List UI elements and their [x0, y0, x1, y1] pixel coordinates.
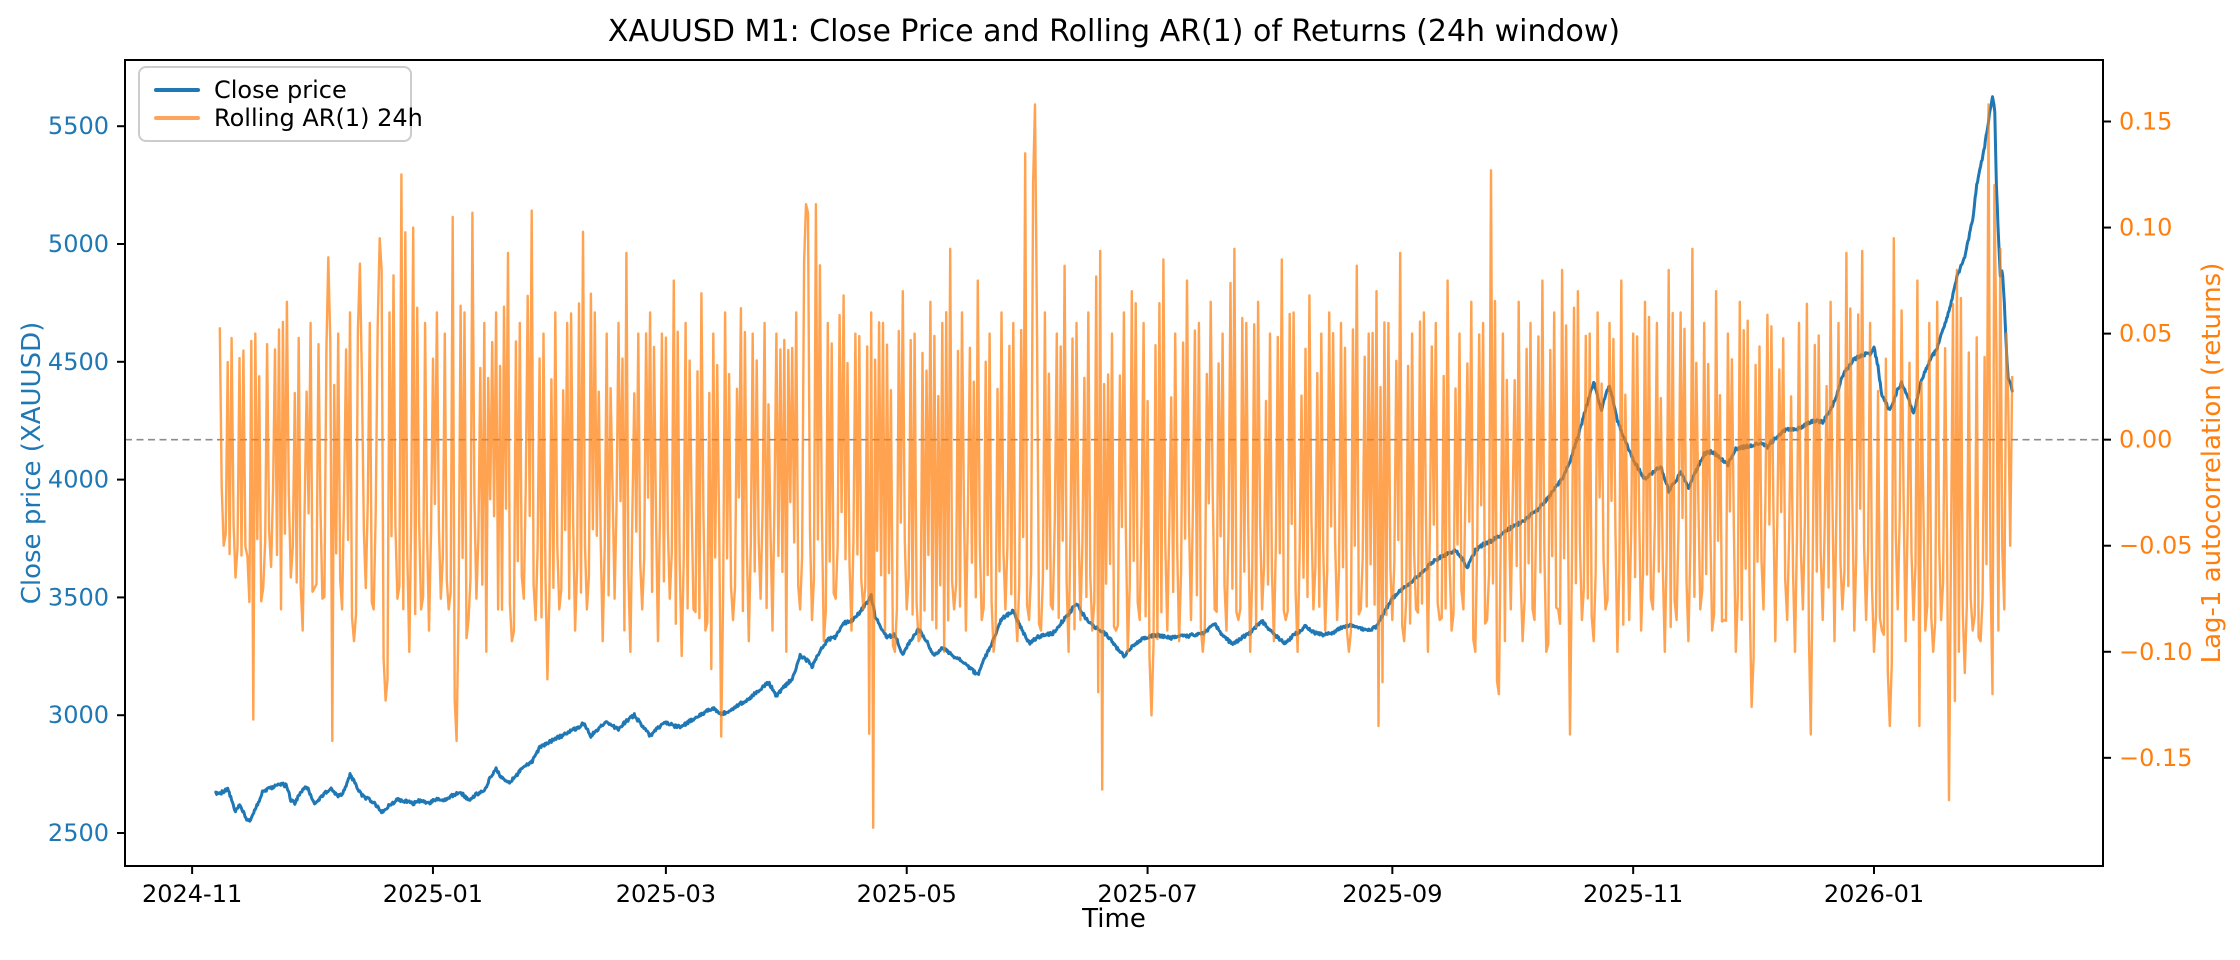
legend-label-rolling-ar1: Rolling AR(1) 24h [214, 104, 423, 132]
x-tick-label: 2025-03 [616, 880, 716, 908]
y-right-tick-label: −0.15 [2119, 744, 2193, 772]
close-price-line-swatch [154, 88, 200, 92]
y-left-tick-label: 4500 [48, 348, 109, 376]
y-right-tick-label: 0.15 [2119, 108, 2172, 136]
y-axis-label-left: Close price (XAUUSD) [17, 321, 47, 605]
legend-label-close-price: Close price [214, 76, 347, 104]
y-right-tick-label: 0.05 [2119, 320, 2172, 348]
x-tick-label: 2026-01 [1824, 880, 1924, 908]
y-right-tick-label: −0.05 [2119, 532, 2193, 560]
y-right-tick-label: 0.10 [2119, 214, 2172, 242]
y-left-tick-label: 5000 [48, 230, 109, 258]
axes-frame [124, 59, 2104, 867]
legend-item-rolling-ar1: Rolling AR(1) 24h [154, 104, 423, 132]
ar1-line [218, 103, 2014, 829]
x-tick-label: 2025-07 [1097, 880, 1197, 908]
legend-item-close-price: Close price [154, 76, 398, 104]
chart-title: XAUUSD M1: Close Price and Rolling AR(1)… [607, 14, 1621, 49]
x-tick-label: 2025-11 [1583, 880, 1683, 908]
x-tick-label: 2025-05 [857, 880, 957, 908]
y-left-tick-label: 5500 [48, 112, 109, 140]
y-left-tick-label: 2500 [48, 819, 109, 847]
y-right-tick-label: −0.10 [2119, 638, 2193, 666]
y-axis-label-right: Lag-1 autocorrelation (returns) [2197, 262, 2227, 664]
x-tick-label: 2025-09 [1342, 880, 1442, 908]
y-left-tick-label: 3500 [48, 583, 109, 611]
y-left-tick-label: 4000 [48, 466, 109, 494]
close-price-line [214, 95, 2014, 823]
y-right-tick-label: 0.00 [2119, 426, 2172, 454]
y-left-tick-label: 3000 [48, 701, 109, 729]
x-axis-label: Time [1082, 904, 1146, 934]
legend-box: Close price Rolling AR(1) 24h [138, 66, 423, 142]
x-tick-label: 2025-01 [383, 880, 483, 908]
x-tick-label: 2024-11 [142, 880, 242, 908]
ar1-line-swatch [154, 116, 200, 120]
